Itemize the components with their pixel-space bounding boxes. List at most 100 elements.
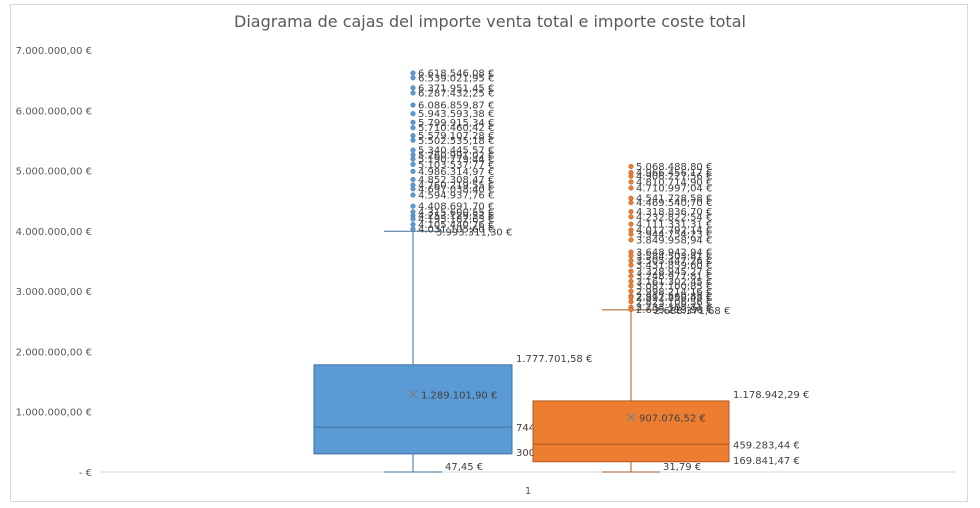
outlier-label: 2.892.858,48 € — [636, 293, 712, 304]
outlier-label: 4.195.182,65 € — [418, 215, 494, 226]
outlier-label: 5.943.593,38 € — [418, 109, 494, 120]
outlier-label: 3.584.503,81 € — [636, 251, 712, 262]
outlier-point — [410, 161, 416, 167]
outlier-label: 4.408.691,70 € — [418, 202, 494, 213]
outlier-label: 4.594.937,76 € — [418, 190, 494, 201]
q1-label: 169.841,47 € — [733, 456, 800, 467]
outlier-label: 3.648.942,94 € — [636, 248, 712, 259]
outlier-label: 2.695.213,96 € — [636, 305, 712, 316]
outlier-label: 3.328.945,27 € — [636, 267, 712, 278]
outlier-point — [628, 268, 634, 274]
outlier-label: 5.710.460,42 € — [418, 123, 494, 134]
outlier-label: 2.998.214,16 € — [636, 287, 712, 298]
outlier-point — [628, 262, 634, 268]
outlier-point — [410, 152, 416, 158]
outlier-point — [628, 173, 634, 179]
outlier-label: 5.103.537,77 € — [418, 160, 494, 171]
outlier-label: 6.618.546,08 € — [418, 68, 494, 79]
outlier-label: 5.799.915,34 € — [418, 118, 494, 129]
outlier-point — [410, 226, 416, 232]
outlier-point — [628, 209, 634, 215]
series-layer: 1.289.101,90 €1.777.701,58 €744.494,14 €… — [313, 68, 809, 473]
outlier-point — [410, 119, 416, 125]
outlier-label: 4.105.440,76 € — [418, 220, 494, 231]
outlier-point — [628, 221, 634, 227]
outlier-label: 5.190.779,44 € — [418, 155, 494, 166]
outlier-point — [410, 221, 416, 228]
y-tick-label: 7.000.000,00 € — [16, 46, 92, 57]
mean-marker — [408, 389, 418, 399]
iqr-box — [313, 364, 513, 455]
outlier-label: 3.248.977,81 € — [636, 272, 712, 283]
series-2: 907.076,52 € 1.178.942,29 € 459.283,44 € 16… — [532, 162, 809, 473]
outlier-point — [628, 253, 634, 259]
outlier-label: 4.906.227,56 € — [636, 172, 712, 183]
outlier-point — [410, 216, 416, 222]
iqr-box — [532, 400, 730, 463]
outlier-point — [410, 70, 416, 76]
outlier-label: 4.031.105,60 € — [418, 224, 494, 235]
whisker-label: 2.688.371,68 € — [654, 306, 730, 317]
q3-label: 1.178.942,29 € — [733, 390, 809, 401]
outlier-point — [410, 147, 416, 153]
outlier-label: 4.986.314,97 € — [418, 167, 494, 178]
outlier-point — [628, 163, 634, 169]
y-tick-label: 5.000.000,00 € — [16, 167, 92, 178]
outlier-point — [410, 102, 416, 108]
outlier-point — [410, 176, 416, 183]
outlier-label: 4.810.714,90 € — [636, 177, 712, 188]
outlier-point — [410, 168, 416, 174]
outlier-point — [628, 288, 634, 294]
outlier-point — [410, 85, 416, 91]
min-label: 31,79 € — [663, 462, 701, 473]
outlier-point — [410, 90, 416, 96]
outlier-point — [410, 125, 416, 131]
outlier-label: 2.823.106,56 € — [636, 297, 712, 308]
y-tick-label: 3.000.000,00 € — [16, 287, 92, 298]
outlier-point — [628, 295, 634, 301]
outlier-label: 4.760.219,55 € — [418, 181, 494, 192]
outlier-label: 6.539.021,95 € — [418, 73, 494, 84]
outlier-label: 3.505.447,26 € — [636, 256, 712, 267]
outlier-label: 5.340.445,57 € — [418, 146, 494, 157]
outlier-label: 4.541.728,58 € — [636, 194, 712, 205]
y-axis: - € 1.000.000,00 € 2.000.000,00 € 3.000.000… — [16, 46, 956, 479]
outlier-label: 4.232.822,54 € — [636, 212, 712, 223]
whisker-label: 3.993.311,30 € — [436, 227, 512, 238]
outlier-label: 4.111.331,31 € — [636, 220, 712, 231]
y-tick-label: 4.000.000,00 € — [16, 227, 92, 238]
outlier-point — [628, 237, 634, 243]
outlier-label: 4.318.836,70 € — [636, 207, 712, 218]
outlier-label: 3.431.859,60 € — [636, 261, 712, 272]
outlier-label: 3.944.754,23 € — [636, 230, 712, 241]
outlier-point — [410, 111, 416, 117]
y-tick-label: 6.000.000,00 € — [16, 106, 92, 117]
outlier-label: 3.087.100,85 € — [636, 281, 712, 292]
min-label: 47,45 € — [445, 462, 483, 473]
outlier-point — [628, 231, 634, 237]
outlier-point — [410, 203, 416, 209]
outlier-label: 3.161.302,45 € — [636, 277, 712, 288]
outlier-point — [628, 214, 634, 220]
outlier-label: 5.579.107,28 € — [418, 131, 494, 142]
outlier-point — [628, 283, 634, 289]
outlier-label: 4.315.600,55 € — [418, 207, 494, 218]
outlier-label: 4.966.456,17 € — [636, 168, 712, 179]
outlier-label: 4.469.540,70 € — [636, 198, 712, 209]
outlier-label: 5.260.991,02 € — [418, 150, 494, 161]
y-tick-label: 1.000.000,00 € — [16, 408, 92, 419]
outlier-label: 4.253.129,53 € — [418, 211, 494, 222]
outlier-point — [410, 137, 416, 143]
outlier-point — [410, 192, 416, 198]
outlier-point — [628, 185, 634, 191]
outlier-point — [410, 186, 416, 192]
outlier-label: 5.068.488,80 € — [636, 162, 712, 173]
outlier-label: 6.371.951,45 € — [418, 83, 494, 94]
outlier-label: 4.852.308,47 € — [418, 175, 494, 186]
outlier-label: 2.733.108,71 € — [636, 303, 712, 314]
outlier-label: 2.917.560,85 € — [636, 292, 712, 303]
outlier-point — [628, 299, 634, 305]
mean-label: 1.289.101,90 € — [421, 390, 497, 401]
outlier-label: 4.012.792,14 € — [636, 226, 712, 237]
